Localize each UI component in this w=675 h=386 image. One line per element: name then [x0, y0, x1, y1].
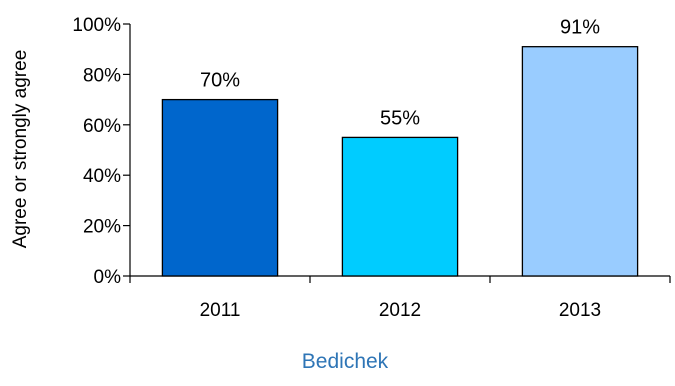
y-tick-label: 0%	[94, 267, 122, 288]
x-tick-label-2011: 2011	[200, 300, 241, 321]
data-label-2012: 55%	[380, 107, 420, 129]
data-label-2013: 91%	[560, 17, 600, 39]
bar-2012	[341, 136, 459, 277]
bar-2011	[161, 98, 279, 277]
bar-2013	[521, 46, 639, 277]
bars	[161, 46, 639, 277]
x-axis: 2011 2012 2013	[129, 275, 671, 321]
x-tick-label-2013: 2013	[559, 300, 601, 321]
x-tick-label-2012: 2012	[379, 300, 421, 321]
x-axis-title: Bedichek	[302, 350, 389, 373]
y-tick-label: 60%	[83, 116, 121, 137]
y-tick-label: 40%	[83, 166, 121, 187]
y-tick-label: 80%	[83, 65, 121, 86]
y-axis: 0% 20% 40% 60% 80% 100%	[72, 15, 131, 288]
data-label-2011: 70%	[200, 70, 240, 92]
y-tick-label: 100%	[72, 15, 121, 36]
data-labels: 70% 55% 91%	[200, 17, 600, 130]
y-tick-label: 20%	[83, 217, 121, 238]
y-axis-title: Agree or strongly agree	[10, 50, 31, 249]
